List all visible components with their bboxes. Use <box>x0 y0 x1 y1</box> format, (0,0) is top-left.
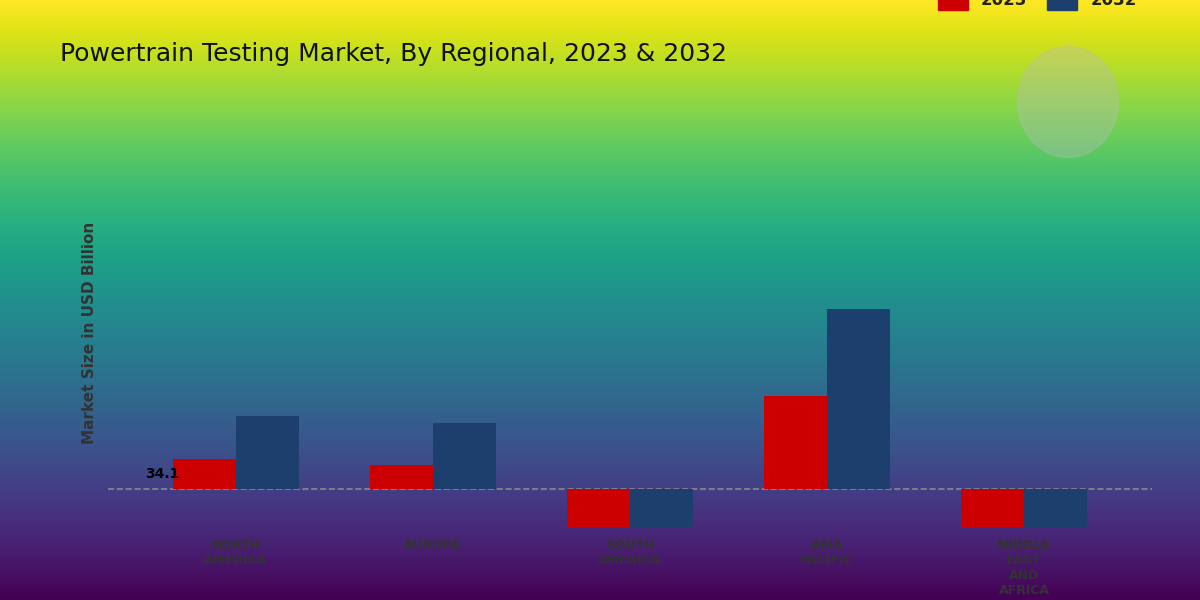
Bar <box>370 464 433 489</box>
Bar <box>764 397 827 489</box>
Y-axis label: Market Size in USD Billion: Market Size in USD Billion <box>82 222 97 444</box>
Bar <box>433 423 496 489</box>
Bar <box>961 489 1024 595</box>
Text: Powertrain Testing Market, By Regional, 2023 & 2032: Powertrain Testing Market, By Regional, … <box>60 42 727 66</box>
Text: 34.1: 34.1 <box>145 467 180 481</box>
Legend: 2023, 2032: 2023, 2032 <box>931 0 1144 16</box>
Bar <box>827 308 890 489</box>
Bar <box>236 416 299 489</box>
Bar <box>630 489 694 600</box>
Bar <box>566 489 630 600</box>
Bar <box>173 459 236 489</box>
Bar <box>1024 489 1087 579</box>
Circle shape <box>1018 47 1118 157</box>
